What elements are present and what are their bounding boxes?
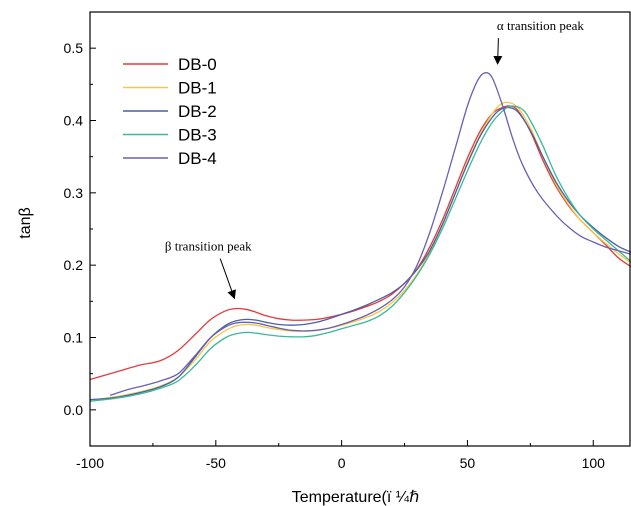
legend-label: DB-0 (178, 55, 217, 74)
y-tick-label: 0.3 (64, 185, 84, 201)
y-tick-label: 0.5 (64, 40, 84, 56)
x-tick-label: -100 (76, 455, 104, 471)
series-line-db-4 (109, 72, 631, 397)
y-tick-label: 0.4 (64, 113, 84, 129)
y-tick-label: 0.0 (64, 402, 84, 418)
x-axis-title: Temperature(ï ¼ℏ (292, 489, 420, 506)
series-line-db-0 (90, 105, 631, 381)
series-line-db-3 (90, 105, 631, 402)
legend: DB-0 DB-1 DB-2 DB-3 DB-4 (123, 55, 217, 168)
y-axis-ticks: 0.0 0.1 0.2 0.3 0.4 0.5 (64, 11, 96, 447)
legend-label: DB-1 (178, 79, 217, 98)
legend-label: DB-4 (178, 149, 217, 168)
annotation-arrow (493, 38, 503, 65)
y-tick-label: 0.2 (64, 257, 84, 273)
y-tick-label: 0.1 (64, 330, 84, 346)
x-tick-label: -50 (206, 455, 226, 471)
beta-peak-annotation: β transition peak (165, 239, 252, 254)
annotations: α transition peak β transition peak (165, 18, 584, 300)
x-tick-label: 100 (582, 455, 606, 471)
x-tick-label: 50 (460, 455, 476, 471)
legend-label: DB-2 (178, 102, 217, 121)
series-line-db-2 (90, 106, 631, 401)
x-tick-label: 0 (338, 455, 346, 471)
alpha-peak-annotation: α transition peak (497, 18, 584, 33)
annotation-arrow (219, 258, 236, 300)
y-axis-title: tanβ (17, 207, 34, 238)
x-axis-ticks: -100 -50 0 50 100 (76, 440, 605, 471)
series-layer (90, 72, 631, 402)
legend-label: DB-3 (178, 126, 217, 145)
